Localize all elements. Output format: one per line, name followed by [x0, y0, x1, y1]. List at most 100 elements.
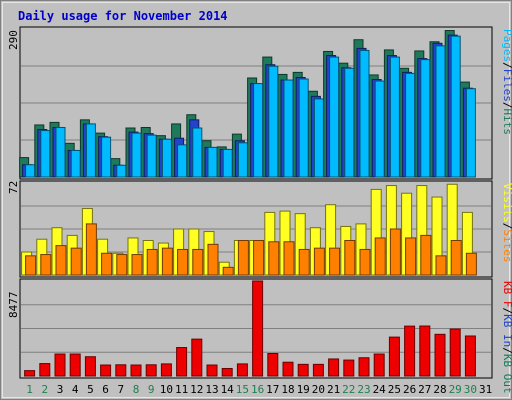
- bar-kb-f-day-3: [54, 353, 66, 377]
- bar-pages-day-27: [420, 59, 431, 178]
- day-label-23: 23: [357, 383, 370, 396]
- day-label-12: 12: [190, 383, 203, 396]
- day-label-9: 9: [148, 383, 155, 396]
- day-label-10: 10: [160, 383, 173, 396]
- bar-pages-day-4: [70, 149, 81, 178]
- bar-sites-day-3: [55, 245, 67, 276]
- day-label-30: 30: [464, 383, 477, 396]
- panel-middle: 72 Visits/Sites: [7, 180, 512, 278]
- bar-sites-day-4: [70, 247, 82, 276]
- bar-sites-day-25: [389, 228, 401, 276]
- day-label-21: 21: [327, 383, 340, 396]
- bar-pages-day-17: [268, 65, 279, 178]
- bar-kb-f-day-2: [39, 363, 51, 377]
- bar-pages-day-9: [146, 134, 157, 178]
- bar-pages-day-11: [177, 144, 188, 178]
- panel-middle-ytick: 72: [7, 181, 20, 194]
- bar-kb-f-day-22: [343, 359, 355, 377]
- bar-kb-f-day-4: [69, 353, 81, 377]
- bar-pages-day-26: [405, 72, 416, 178]
- bar-pages-day-7: [116, 164, 127, 178]
- panel-middle-legend: Visits/Sites: [501, 183, 512, 263]
- bar-kb-f-day-28: [434, 333, 446, 377]
- bar-kb-f-day-13: [206, 364, 218, 377]
- day-label-24: 24: [373, 383, 387, 396]
- bar-pages-day-20: [313, 98, 324, 178]
- bar-sites-day-16: [253, 240, 265, 276]
- bar-pages-day-18: [283, 79, 294, 178]
- panel-top-legend-text: Pages/Files/Hits: [501, 29, 512, 135]
- bar-sites-day-17: [268, 241, 280, 276]
- bar-kb-f-day-9: [145, 364, 157, 377]
- bar-kb-f-day-10: [160, 363, 172, 377]
- bar-pages-day-29: [450, 35, 461, 178]
- day-label-7: 7: [117, 383, 124, 396]
- bar-kb-f-day-16: [252, 280, 264, 377]
- bar-sites-day-27: [420, 234, 432, 276]
- bar-kb-f-day-11: [176, 347, 188, 377]
- day-label-22: 22: [342, 383, 355, 396]
- day-label-11: 11: [175, 383, 188, 396]
- bar-sites-day-1: [25, 255, 37, 276]
- bar-sites-day-8: [131, 254, 143, 276]
- legend-item: Sites: [501, 229, 512, 262]
- day-label-17: 17: [266, 383, 279, 396]
- bar-kb-f-day-25: [388, 336, 400, 377]
- legend-item: Visits: [501, 183, 512, 223]
- bar-sites-day-26: [405, 237, 417, 276]
- bar-pages-day-13: [207, 146, 218, 178]
- bar-sites-day-30: [465, 252, 477, 276]
- panel-bottom-ytick: 8477: [7, 292, 20, 319]
- bar-sites-day-12: [192, 248, 204, 276]
- bar-pages-day-5: [85, 123, 96, 178]
- bar-kb-f-day-15: [236, 363, 248, 377]
- panel-middle-bars: [21, 183, 477, 276]
- bar-pages-day-1: [25, 164, 36, 178]
- day-label-28: 28: [433, 383, 446, 396]
- day-label-26: 26: [403, 383, 416, 396]
- day-label-20: 20: [312, 383, 325, 396]
- bar-pages-day-30: [465, 88, 476, 178]
- bar-kb-f-day-26: [404, 325, 416, 377]
- day-label-5: 5: [87, 383, 94, 396]
- bar-sites-day-21: [329, 247, 341, 276]
- bar-pages-day-12: [192, 127, 203, 178]
- legend-item: /: [501, 102, 512, 109]
- bar-kb-f-day-24: [373, 353, 385, 377]
- panel-bottom-legend: KB F/KB In/KB Out: [501, 281, 512, 394]
- panel-top-ytick: 290: [7, 30, 20, 50]
- legend-item: /: [501, 347, 512, 354]
- day-label-14: 14: [221, 383, 235, 396]
- bar-pages-day-16: [253, 83, 264, 178]
- panel-top-bars: [19, 30, 476, 178]
- legend-item: /: [501, 223, 512, 230]
- day-label-31: 31: [479, 383, 492, 396]
- bar-pages-day-3: [55, 126, 66, 178]
- day-label-25: 25: [388, 383, 401, 396]
- bar-pages-day-22: [344, 67, 355, 178]
- bar-pages-day-14: [222, 148, 233, 178]
- panel-top-legend: Pages/Files/Hits: [501, 29, 512, 135]
- panel-top: 290 Pages/Files/Hits: [7, 26, 512, 180]
- day-label-16: 16: [251, 383, 264, 396]
- chart-title: Daily usage for November 2014: [18, 9, 228, 23]
- legend-item: KB Out: [501, 354, 512, 394]
- bar-sites-day-15: [237, 240, 249, 276]
- bar-pages-day-23: [359, 49, 370, 178]
- bar-pages-day-24: [374, 80, 385, 178]
- day-label-2: 2: [41, 383, 48, 396]
- bar-kb-f-day-7: [115, 364, 127, 377]
- legend-item: KB F: [501, 281, 512, 308]
- legend-item: Pages: [501, 29, 512, 62]
- panel-bottom: 8477 KB F/KB In/KB Out: [7, 278, 512, 394]
- legend-item: Hits: [501, 109, 512, 136]
- day-label-29: 29: [449, 383, 462, 396]
- bar-sites-day-29: [450, 240, 462, 276]
- bar-pages-day-19: [298, 78, 309, 178]
- panel-bottom-legend-text: KB F/KB In/KB Out: [501, 281, 512, 394]
- bar-pages-day-28: [435, 45, 446, 178]
- bar-kb-f-day-23: [358, 357, 370, 377]
- day-label-8: 8: [133, 383, 140, 396]
